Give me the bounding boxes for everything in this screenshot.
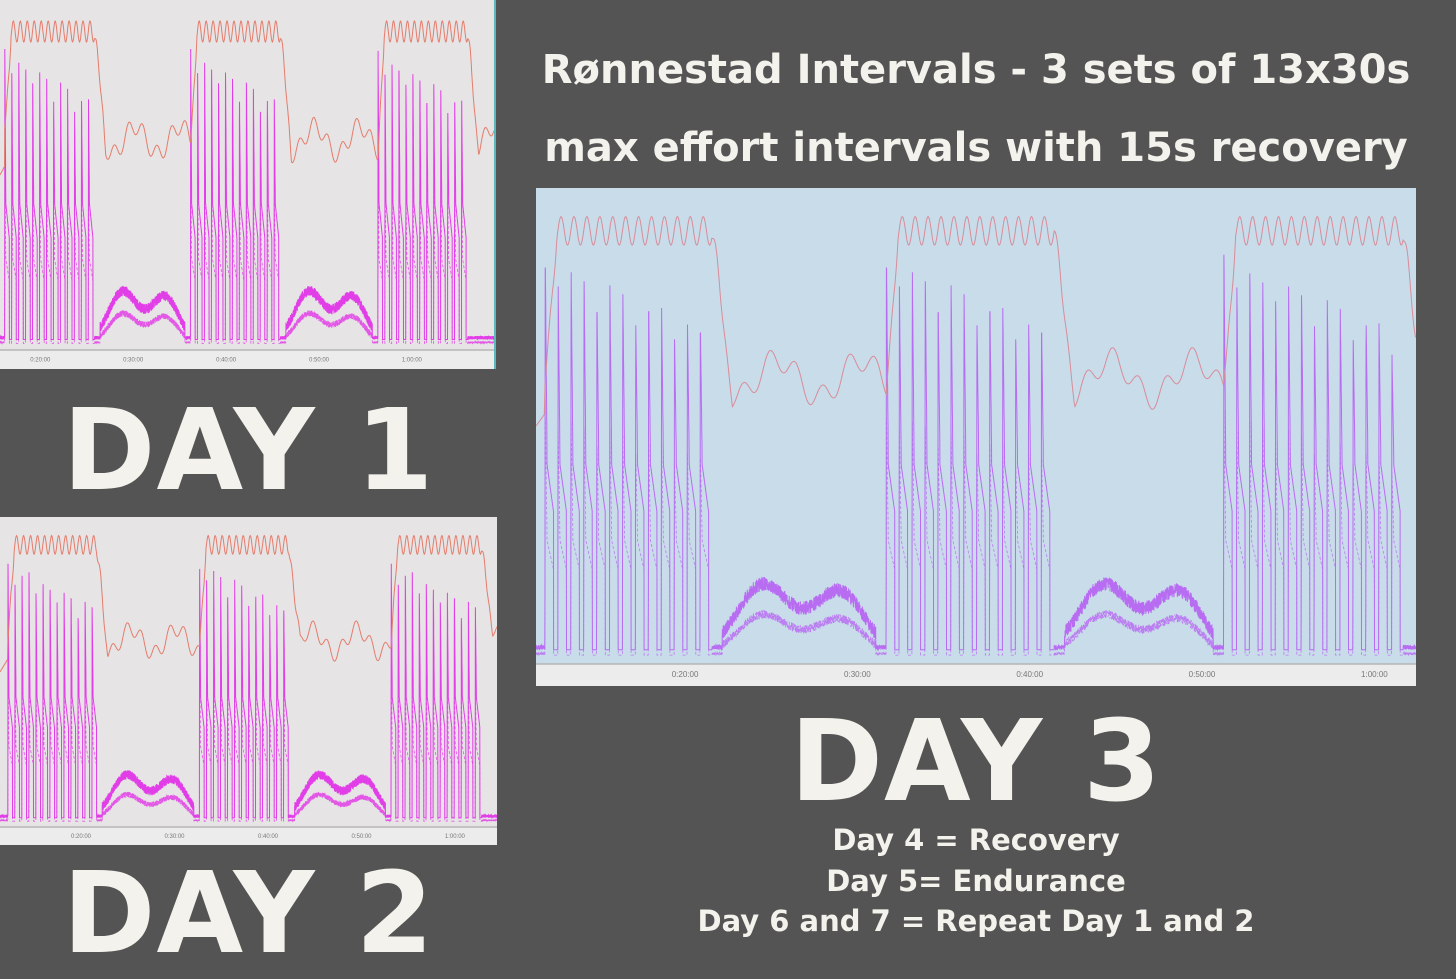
- x-tick-label: 0:20:00: [672, 670, 699, 679]
- note-day5: Day 5= Endurance: [826, 864, 1126, 898]
- day3-label: DAY 3: [790, 697, 1162, 827]
- x-tick-label: 0:20:00: [30, 357, 51, 363]
- day1-chart: 0:20:00 0:30:00 0:40:00 0:50:00 1:00:00: [0, 0, 496, 369]
- x-tick-label: 0:50:00: [309, 357, 330, 363]
- power-line: [536, 254, 1416, 652]
- title-line-1: Rønnestad Intervals - 3 sets of 13x30s: [541, 47, 1411, 93]
- day2-chart: 0:20:00 0:30:00 0:40:00 0:50:00 1:00:00: [0, 517, 497, 845]
- power-line: [0, 563, 497, 820]
- x-axis-strip: [536, 664, 1416, 686]
- chart-svg: 0:20:00 0:30:00 0:40:00 0:50:00 1:00:00: [0, 517, 497, 845]
- x-tick-label: 1:00:00: [402, 357, 423, 363]
- heart-rate-line: [536, 215, 1416, 427]
- x-axis-strip: [0, 350, 494, 369]
- heart-rate-line: [0, 534, 497, 673]
- chart-svg: 0:20:00 0:30:00 0:40:00 0:50:00 1:00:00: [536, 188, 1416, 686]
- note-day6-7: Day 6 and 7 = Repeat Day 1 and 2: [697, 904, 1255, 938]
- note-day4: Day 4 = Recovery: [832, 823, 1120, 857]
- x-tick-label: 0:50:00: [1189, 670, 1216, 679]
- x-tick-label: 1:00:00: [445, 834, 466, 840]
- heart-rate-line: [0, 20, 494, 176]
- x-tick-label: 0:30:00: [123, 357, 144, 363]
- x-tick-label: 0:40:00: [1016, 670, 1043, 679]
- x-tick-label: 0:40:00: [258, 834, 279, 840]
- x-axis-strip: [0, 827, 497, 845]
- chart-svg: 0:20:00 0:30:00 0:40:00 0:50:00 1:00:00: [0, 0, 494, 369]
- power-line: [0, 48, 494, 341]
- day2-label: DAY 2: [62, 849, 435, 979]
- x-tick-label: 0:30:00: [164, 834, 185, 840]
- x-tick-label: 0:20:00: [71, 834, 92, 840]
- day3-chart: 0:20:00 0:30:00 0:40:00 0:50:00 1:00:00: [536, 188, 1416, 686]
- title-line-2: max effort intervals with 15s recovery: [544, 125, 1408, 171]
- day1-label: DAY 1: [62, 386, 435, 516]
- x-tick-label: 0:40:00: [216, 357, 237, 363]
- x-tick-label: 1:00:00: [1361, 670, 1388, 679]
- x-tick-label: 0:50:00: [351, 834, 372, 840]
- x-tick-label: 0:30:00: [844, 670, 871, 679]
